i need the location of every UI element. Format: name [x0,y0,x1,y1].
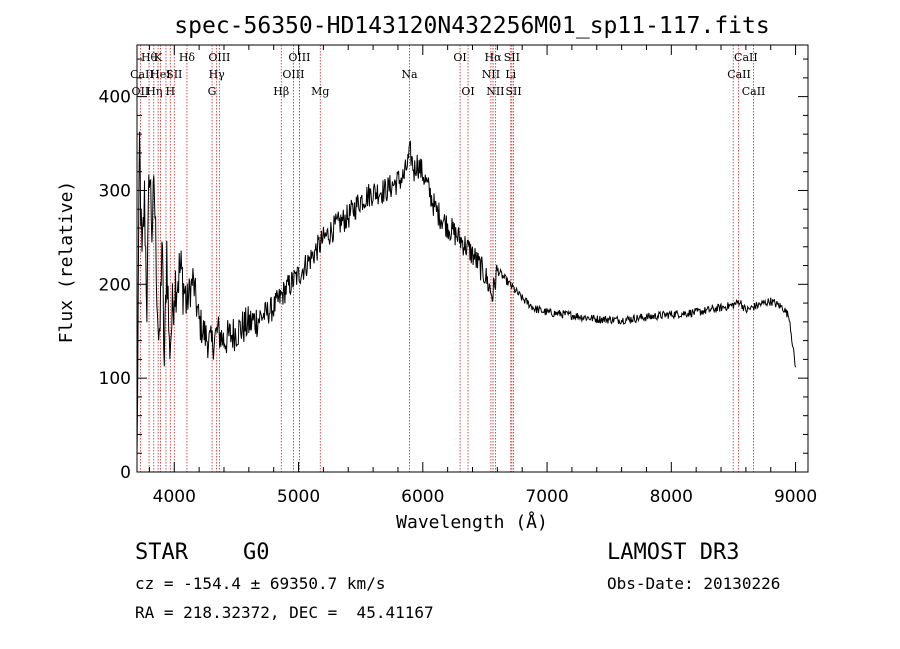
line-label: SII [506,85,522,98]
line-label: Na [401,68,418,81]
line-label: NII [486,85,504,98]
y-tick-label: 400 [99,88,131,108]
chart-title: spec-56350-HD143120N432256M01_sp11-117.f… [174,13,769,39]
observation-date: Obs-Date: 20130226 [607,574,781,593]
line-label: OIII [282,68,304,81]
x-tick-label: 4000 [153,487,196,507]
y-tick-label: 200 [99,275,131,295]
line-label: OII [131,85,149,98]
y-tick-label: 0 [120,463,131,483]
spectral-subclass: G0 [243,540,270,565]
y-tick-label: 100 [99,369,131,389]
line-label: CaII [742,85,766,98]
line-label: HeI [150,68,170,81]
line-label: K [154,51,163,64]
line-label: Li [505,68,516,81]
x-axis: 4000 5000 6000 7000 8000 9000 [148,45,817,507]
line-label: NII [482,68,500,81]
line-label: CaII [130,68,154,81]
x-tick-label: 5000 [277,487,320,507]
x-tick-label: 9000 [774,487,817,507]
x-axis-label: Wavelength (Å) [396,511,548,533]
line-label: SII [166,68,182,81]
line-label: Hη [146,85,162,98]
line-label: Hθ [141,51,158,64]
emission-line-markers [139,45,754,472]
line-label: Hα [484,51,502,64]
coordinates-readout: RA = 218.32372, DEC = 45.41167 [135,603,434,622]
velocity-readout: cz = -154.4 ± 69350.7 km/s [135,574,386,593]
line-label: OI [461,85,474,98]
line-label: Mg [311,85,329,98]
line-label: SII [504,51,520,64]
line-label: CaII [727,68,751,81]
line-label: OI [453,51,466,64]
line-label: Hβ [273,85,289,98]
line-label: Hδ [179,51,196,64]
object-class: STAR [135,540,188,565]
x-tick-label: 7000 [525,487,568,507]
line-label: OIII [208,51,230,64]
survey-name: LAMOST DR3 [607,540,740,565]
line-label: CaII [734,51,758,64]
line-label: H [166,85,176,98]
y-axis: 0 100 200 300 400 [99,58,808,483]
spectrum-line [136,131,797,458]
y-axis-label: Flux (relative) [56,181,77,344]
x-tick-label: 8000 [650,487,693,507]
x-tick-label: 6000 [401,487,444,507]
line-label: OIII [288,51,310,64]
line-label: Hγ [209,68,226,81]
y-tick-label: 300 [99,181,131,201]
line-label: G [208,85,217,98]
